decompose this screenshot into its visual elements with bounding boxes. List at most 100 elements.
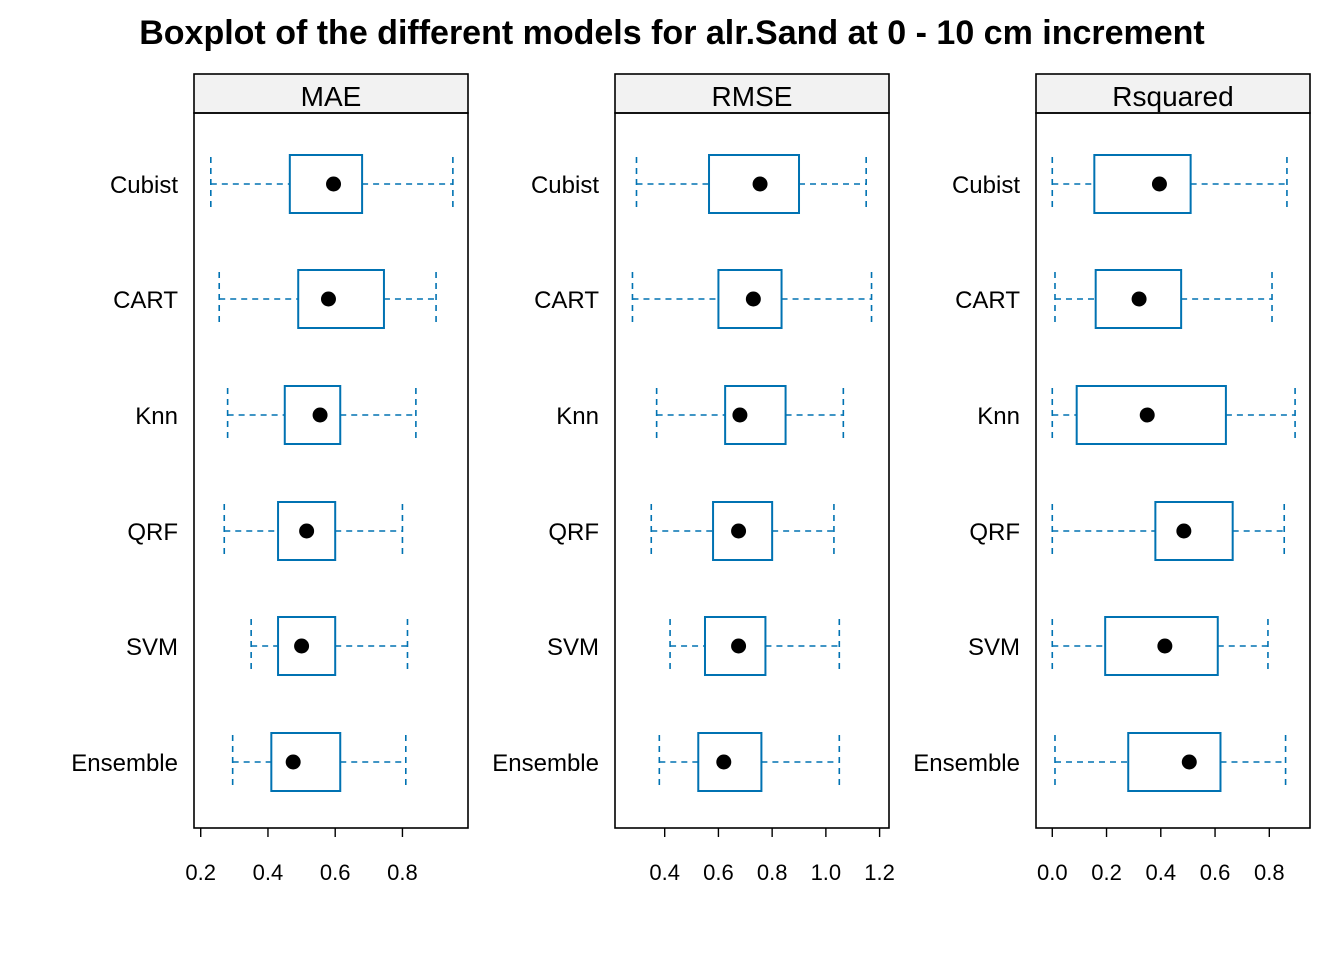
panel-strip-label-mae: MAE (301, 81, 362, 112)
category-label-qrf: QRF (548, 519, 599, 546)
iqr-box (277, 501, 337, 561)
panel-strip-rsquared (1035, 73, 1311, 114)
panel-frame-mae (193, 112, 469, 829)
category-label-knn: Knn (556, 403, 599, 430)
category-label-qrf: QRF (127, 519, 178, 546)
iqr-box (708, 154, 801, 214)
category-label-cubist: Cubist (952, 172, 1020, 199)
x-tick-label-rmse: 1.2 (864, 860, 895, 885)
panel-frame-rsquared (1035, 112, 1311, 829)
panel-rsquared: Rsquared Cubist CART Knn QRF SVM Ensemble 0.0 0.… (913, 73, 1311, 885)
box-mae-knn (226, 385, 417, 445)
iqr-box (270, 732, 342, 792)
category-label-cart: CART (534, 287, 599, 314)
box-mae-qrf (223, 501, 404, 561)
x-tick-label-mae: 0.6 (320, 860, 351, 885)
median-dot (745, 291, 761, 307)
box-rsquared-knn (1051, 385, 1296, 445)
category-label-knn: Knn (977, 403, 1020, 430)
x-tick-label-rsquared: 0.4 (1145, 860, 1176, 885)
iqr-box (703, 616, 767, 676)
median-dot (731, 638, 747, 654)
box-rmse-qrf (650, 501, 835, 561)
panel-strip-label-rmse: RMSE (712, 81, 793, 112)
x-tick-label-rmse: 1.0 (811, 860, 842, 885)
x-tick-label-rmse: 0.8 (757, 860, 788, 885)
box-rmse-cubist (635, 154, 867, 214)
x-tick-label-mae: 0.2 (185, 860, 216, 885)
box-rsquared-ensemble (1054, 732, 1287, 792)
median-dot (732, 407, 748, 423)
median-dot (312, 407, 328, 423)
iqr-box (724, 385, 787, 445)
x-tick-label-rsquared: 0.8 (1254, 860, 1285, 885)
median-dot (326, 176, 342, 192)
x-tick-label-rsquared: 0.6 (1200, 860, 1231, 885)
panels-container: MAE Cubist CART Knn QRF SVM Ensemble 0.2 0.4 0.6 0… (71, 73, 1311, 885)
iqr-box (1093, 154, 1192, 214)
x-tick-label-mae: 0.8 (387, 860, 418, 885)
iqr-box (277, 616, 337, 676)
median-dot (299, 523, 315, 539)
iqr-box (283, 385, 342, 445)
iqr-box (1127, 732, 1222, 792)
x-tick-label-rsquared: 0.2 (1091, 860, 1122, 885)
x-tick-label-rmse: 0.4 (649, 860, 680, 885)
iqr-box (288, 154, 364, 214)
panel-strip-mae (193, 73, 469, 114)
box-rsquared-qrf (1051, 501, 1286, 561)
box-rsquared-svm (1051, 616, 1269, 676)
box-mae-cubist (210, 154, 454, 214)
median-dot (285, 754, 301, 770)
median-dot (731, 523, 747, 539)
box-rmse-cart (631, 269, 873, 329)
category-label-cart: CART (955, 287, 1020, 314)
box-rsquared-cart (1054, 269, 1273, 329)
box-mae-svm (250, 616, 409, 676)
median-dot (716, 754, 732, 770)
median-dot (1139, 407, 1155, 423)
median-dot (1181, 754, 1197, 770)
median-dot (752, 176, 768, 192)
x-tick-label-rmse: 0.6 (703, 860, 734, 885)
panel-strip-rmse (614, 73, 890, 114)
panel-strip-label-rsquared: Rsquared (1112, 81, 1233, 112)
category-label-knn: Knn (135, 403, 178, 430)
iqr-box (297, 269, 385, 329)
box-rmse-knn (655, 385, 845, 445)
iqr-box (717, 269, 783, 329)
category-label-qrf: QRF (969, 519, 1020, 546)
box-mae-ensemble (231, 732, 407, 792)
x-tick-label-mae: 0.4 (253, 860, 284, 885)
median-dot (320, 291, 336, 307)
iqr-box (1154, 501, 1234, 561)
median-dot (1131, 291, 1147, 307)
iqr-box (712, 501, 774, 561)
box-rmse-svm (669, 616, 841, 676)
category-label-ensemble: Ensemble (71, 750, 178, 777)
median-dot (294, 638, 310, 654)
category-label-cart: CART (113, 287, 178, 314)
panel-frame-rmse (614, 112, 890, 829)
box-mae-cart (218, 269, 437, 329)
category-label-ensemble: Ensemble (913, 750, 1020, 777)
median-dot (1176, 523, 1192, 539)
iqr-box (1104, 616, 1219, 676)
category-label-svm: SVM (547, 634, 599, 661)
median-dot (1157, 638, 1173, 654)
iqr-box (1075, 385, 1227, 445)
panel-rmse: RMSE Cubist CART Knn QRF SVM Ensemble 0.4 0.6 0.8… (492, 73, 895, 885)
x-tick-label-rsquared: 0.0 (1037, 860, 1068, 885)
iqr-box (697, 732, 763, 792)
category-label-cubist: Cubist (531, 172, 599, 199)
box-rsquared-cubist (1051, 154, 1288, 214)
panel-mae: MAE Cubist CART Knn QRF SVM Ensemble 0.2 0.4 0.6 0… (71, 73, 469, 885)
category-label-svm: SVM (126, 634, 178, 661)
category-label-ensemble: Ensemble (492, 750, 599, 777)
iqr-box (1094, 269, 1183, 329)
median-dot (1151, 176, 1167, 192)
category-label-svm: SVM (968, 634, 1020, 661)
box-rmse-ensemble (658, 732, 841, 792)
category-label-cubist: Cubist (110, 172, 178, 199)
